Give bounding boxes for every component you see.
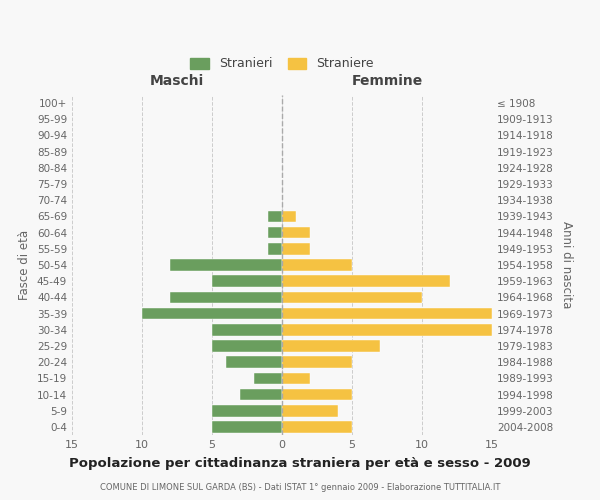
Bar <box>212 324 282 336</box>
Bar <box>268 227 282 238</box>
Bar <box>240 388 282 400</box>
Bar <box>212 276 282 287</box>
Bar <box>282 388 352 400</box>
Bar <box>212 340 282 352</box>
Bar <box>254 372 282 384</box>
Bar <box>212 405 282 416</box>
Bar <box>142 308 282 320</box>
Bar <box>282 324 492 336</box>
Bar <box>268 243 282 254</box>
Bar <box>268 210 282 222</box>
Bar <box>282 243 310 254</box>
Y-axis label: Fasce di età: Fasce di età <box>19 230 31 300</box>
Text: Popolazione per cittadinanza straniera per età e sesso - 2009: Popolazione per cittadinanza straniera p… <box>69 458 531 470</box>
Legend: Stranieri, Straniere: Stranieri, Straniere <box>187 54 377 74</box>
Bar <box>170 259 282 271</box>
Bar <box>282 340 380 352</box>
Bar <box>282 292 422 303</box>
Bar <box>226 356 282 368</box>
Bar <box>282 210 296 222</box>
Bar <box>282 356 352 368</box>
Bar <box>282 405 338 416</box>
Bar <box>282 372 310 384</box>
Bar <box>282 308 492 320</box>
Bar <box>212 421 282 432</box>
Bar <box>170 292 282 303</box>
Text: Femmine: Femmine <box>352 74 422 88</box>
Y-axis label: Anni di nascita: Anni di nascita <box>560 222 573 308</box>
Bar <box>282 227 310 238</box>
Text: COMUNE DI LIMONE SUL GARDA (BS) - Dati ISTAT 1° gennaio 2009 - Elaborazione TUTT: COMUNE DI LIMONE SUL GARDA (BS) - Dati I… <box>100 482 500 492</box>
Text: Maschi: Maschi <box>150 74 204 88</box>
Bar <box>282 421 352 432</box>
Bar <box>282 276 450 287</box>
Bar <box>282 259 352 271</box>
